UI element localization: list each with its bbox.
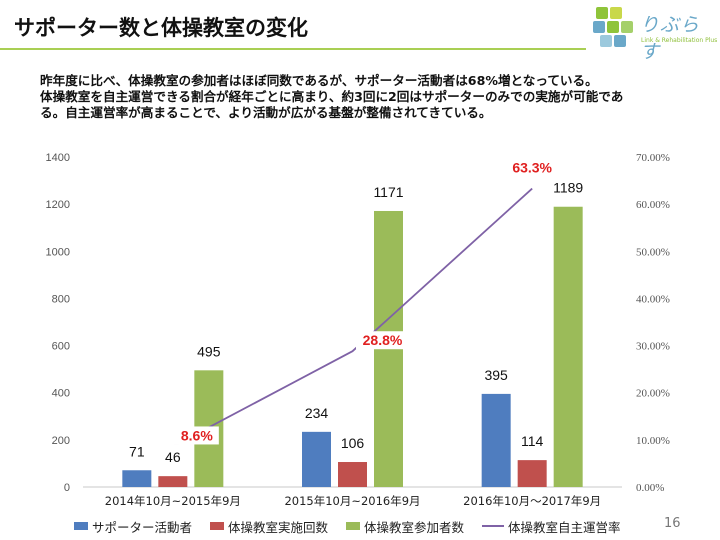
title-divider [0, 48, 586, 50]
bar-data-label: 1189 [553, 180, 583, 196]
y-left-tick-label: 600 [52, 341, 70, 353]
bar-data-label: 71 [129, 443, 145, 459]
y-right-tick-label: 70.00% [636, 152, 670, 164]
y-left-tick-label: 1200 [46, 199, 70, 211]
bar-data-label: 495 [197, 343, 221, 359]
summary-line: 体操教室を自主運営できる割合が経年ごとに高まり、約3回に2回はサポーターのみでの… [40, 89, 624, 104]
page-number: 16 [664, 516, 681, 531]
legend-item-supporters: サポーター活動者 [74, 517, 192, 536]
bar [158, 476, 188, 487]
legend-swatch [74, 522, 88, 530]
x-tick-label: 2016年10月～2017年9月 [463, 494, 601, 508]
y-left-tick-label: 1400 [46, 152, 70, 164]
y-left-tick-label: 800 [52, 293, 70, 305]
bar [302, 431, 331, 487]
summary-line: 昨年度に比べ、体操教室の参加者はほぼ同数であるが、サポーター活動者は68%増とな… [40, 73, 598, 88]
series-line [172, 187, 533, 448]
legend-label: 体操教室参加者数 [364, 519, 465, 535]
slide-title: サポーター数と体操教室の変化 [14, 16, 308, 40]
bar-data-label: 395 [484, 367, 508, 383]
legend-label: サポーター活動者 [92, 519, 193, 535]
bar [122, 470, 152, 487]
bar-label-backing [122, 438, 151, 463]
line-label-backing [505, 158, 559, 177]
legend-label: 体操教室実施回数 [228, 519, 329, 535]
summary-line: る。自主運営率が高まることで、より活動が広がる基盤が整備されてきている。 [40, 105, 492, 120]
legend-swatch [346, 522, 361, 530]
bar-label-backing [365, 178, 412, 203]
legend-item-self-run-rate: 体操教室自主運営率 [482, 517, 621, 536]
logo: りぶらす Link & Rehabilitation Plus [592, 4, 718, 63]
y-right-tick-label: 10.00% [636, 435, 670, 447]
logo-mark-icon [593, 7, 633, 47]
line-data-label: 28.8% [363, 332, 403, 348]
bar-data-label: 114 [521, 433, 544, 449]
bar-label-backing [513, 428, 551, 453]
y-left-tick-label: 0 [64, 482, 70, 494]
line-label-backing [174, 426, 219, 445]
bar-data-label: 46 [165, 449, 181, 465]
line-label-backing [356, 331, 409, 350]
bar-data-label: 234 [305, 405, 329, 421]
y-right-tick-label: 30.00% [636, 341, 670, 353]
y-left-tick-label: 200 [52, 435, 70, 447]
bar-label-backing [298, 399, 335, 424]
y-left-tick-label: 400 [52, 388, 70, 400]
bar [517, 460, 547, 487]
bar-label-backing [190, 338, 228, 363]
legend-line-swatch [482, 525, 505, 527]
summary-text: 昨年度に比べ、体操教室の参加者はほぼ同数であるが、サポーター活動者は68%増とな… [40, 73, 704, 121]
legend-swatch [210, 522, 225, 530]
bar-label-backing [334, 430, 371, 455]
x-tick-label: 2015年10月~2016年9月 [284, 494, 420, 508]
y-right-tick-label: 50.00% [636, 246, 670, 258]
combo-chart: 0 200 400 600 800 1000 1200 1400 0.00% 10.00% 20.0… [46, 152, 670, 508]
legend-item-sessions: 体操教室実施回数 [210, 517, 328, 536]
bar-data-label: 106 [341, 435, 365, 451]
bar [481, 393, 511, 487]
line-data-label: 8.6% [181, 427, 213, 443]
bar-label-backing [545, 174, 592, 199]
bar [338, 462, 367, 487]
logo-subtitle: Link & Rehabilitation Plus [641, 37, 718, 44]
y-right-tick-label: 40.00% [636, 293, 670, 305]
line-data-label: 63.3% [512, 160, 552, 176]
y-right-tick-label: 20.00% [636, 388, 670, 400]
bar-label-backing [477, 361, 515, 386]
bar-data-label: 1171 [373, 184, 403, 200]
legend-item-participants: 体操教室参加者数 [346, 517, 464, 536]
y-right-tick-label: 60.00% [636, 199, 670, 211]
chart-legend: サポーター活動者 体操教室実施回数 体操教室参加者数 体操教室自主運営率 [74, 517, 639, 536]
bar-label-backing [158, 444, 187, 469]
y-left-tick-label: 1000 [46, 246, 70, 258]
legend-label: 体操教室自主運営率 [508, 519, 621, 535]
y-right-tick-label: 0.00% [636, 482, 664, 494]
bar [553, 206, 583, 487]
logo-text: りぶらす [640, 14, 701, 63]
x-tick-label: 2014年10月~2015年9月 [105, 494, 241, 508]
